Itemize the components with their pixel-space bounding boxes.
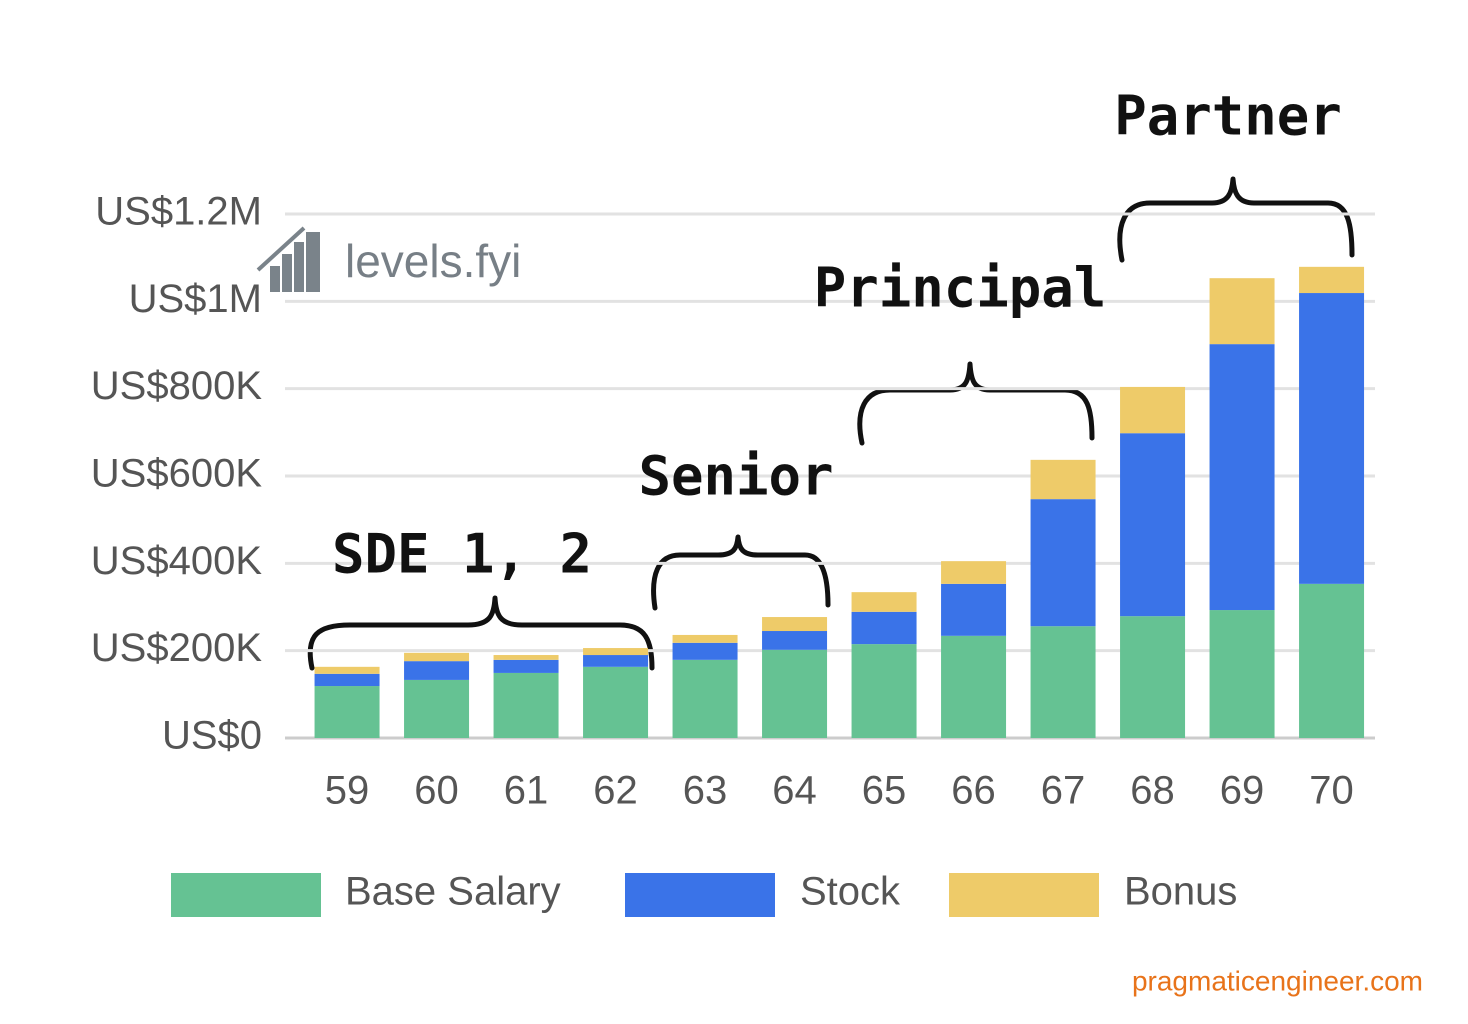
legend-swatch [949, 873, 1099, 917]
bar-segment [493, 659, 559, 673]
legend-swatch [171, 873, 321, 917]
y-tick-label: US$1M [129, 277, 262, 321]
bar-segment [1120, 616, 1186, 738]
brace [307, 595, 655, 671]
annotation: Partner [1114, 85, 1342, 148]
bar-segment [762, 617, 828, 632]
bar-segment [404, 652, 470, 662]
bar-segment [1030, 459, 1096, 500]
bar-segment [851, 592, 917, 612]
legend-swatch [625, 873, 775, 917]
bar-segment [1209, 344, 1275, 611]
bar-segment [672, 642, 738, 660]
x-tick-label: 64 [772, 769, 817, 813]
bar-segment [1120, 386, 1186, 434]
source: pragmaticengineer.com [1132, 965, 1423, 996]
bar-segment [1120, 433, 1186, 617]
bar-segment [583, 666, 649, 738]
bar-segment [762, 649, 828, 738]
bar-segment [851, 611, 917, 645]
x-tick-label: 66 [951, 769, 996, 813]
legend-label: Stock [800, 870, 901, 914]
bar-segment [941, 561, 1007, 584]
y-tick-label: US$200K [91, 626, 263, 670]
x-tick-label: 63 [683, 769, 728, 813]
x-tick-label: 70 [1309, 769, 1354, 813]
bar-segment [1030, 499, 1096, 627]
bar-segment [493, 655, 559, 660]
bar-segment [1299, 583, 1365, 738]
brace [1117, 176, 1355, 263]
bar-segment [941, 635, 1007, 738]
watermark-icon [256, 226, 320, 292]
y-tick-label: US$600K [91, 452, 263, 496]
x-tick-label: 62 [593, 769, 638, 813]
bar-segment [762, 631, 828, 650]
x-tick-label: 65 [862, 769, 907, 813]
bar-segment [583, 655, 649, 667]
watermark: levels.fyi [345, 235, 521, 287]
x-tick-label: 59 [325, 769, 370, 813]
bar-segment [941, 583, 1007, 636]
bar-segment [404, 661, 470, 680]
bar-segment [314, 686, 380, 738]
bar-segment [314, 666, 380, 674]
y-tick-label: US$0 [162, 714, 262, 758]
bar-segment [1299, 293, 1365, 584]
y-tick-label: US$800K [91, 364, 263, 408]
bar-segment [1299, 266, 1365, 294]
x-tick-label: 69 [1220, 769, 1265, 813]
bar-segment [1030, 626, 1096, 738]
x-tick-label: 68 [1130, 769, 1175, 813]
bar-segment [672, 659, 738, 738]
bar-segment [672, 634, 738, 643]
bar-segment [314, 673, 380, 687]
annotation: SDE 1, 2 [332, 523, 592, 586]
bar-segment [1209, 278, 1275, 345]
y-tick-label: US$1.2M [95, 190, 262, 234]
brace [857, 361, 1095, 446]
brace [651, 534, 831, 611]
x-tick-label: 61 [504, 769, 549, 813]
bar-segment [583, 648, 649, 656]
legend-label: Base Salary [345, 870, 561, 914]
bar-segment [404, 679, 470, 738]
bar-segment [493, 672, 559, 738]
annotation: Principal [814, 257, 1107, 320]
bar-segment [851, 644, 917, 738]
x-tick-label: 67 [1041, 769, 1086, 813]
bar-segment [1209, 610, 1275, 738]
annotation: Senior [638, 445, 833, 508]
legend-label: Bonus [1124, 870, 1237, 914]
x-tick-label: 60 [414, 769, 459, 813]
y-tick-label: US$400K [91, 539, 263, 583]
